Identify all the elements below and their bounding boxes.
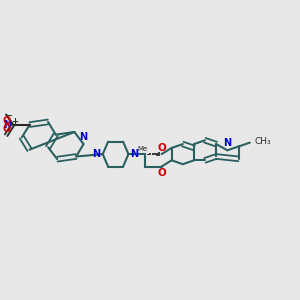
Text: −: − — [6, 111, 13, 120]
Text: N: N — [80, 132, 88, 142]
Text: N: N — [93, 149, 101, 159]
Text: O: O — [2, 116, 10, 126]
Text: N: N — [224, 138, 232, 148]
Text: N: N — [130, 148, 139, 158]
Text: N: N — [3, 120, 11, 130]
Text: O: O — [157, 168, 166, 178]
Text: CH₃: CH₃ — [254, 137, 271, 146]
Text: Me: Me — [138, 146, 148, 152]
Text: O: O — [157, 143, 166, 153]
Text: +: + — [11, 117, 18, 126]
Text: O: O — [2, 124, 10, 134]
